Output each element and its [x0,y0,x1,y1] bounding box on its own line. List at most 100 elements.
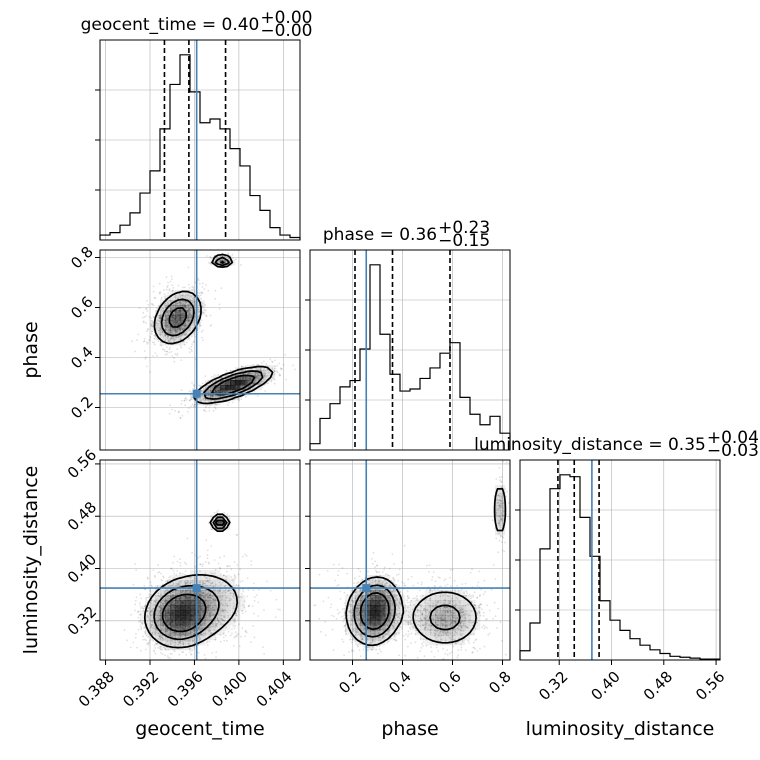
sample-point [142,311,145,314]
sample-point [214,403,217,406]
sample-point [217,562,220,565]
sample-point [143,350,146,352]
sample-point [123,629,126,632]
sample-point [168,348,171,351]
density-cell [165,630,171,636]
sample-point [430,650,433,653]
sample-point [207,399,210,402]
sample-point [169,325,172,328]
sample-point [226,513,229,516]
sample-point [352,649,355,652]
sample-point [188,351,191,354]
y-tick-label: 0.40 [64,550,100,586]
sample-point [184,305,186,308]
sample-point [154,334,157,337]
sample-point [189,326,192,329]
sample-point [164,313,167,316]
density-cell [220,590,226,596]
sample-point [177,335,180,338]
sample-point [134,603,137,606]
sample-point [161,348,164,350]
sample-point [179,327,182,330]
sample-point [138,602,141,604]
sample-point [237,377,239,380]
sample-point [147,328,150,330]
sample-point [190,313,193,316]
sample-point [166,353,169,355]
sample-point [358,575,361,578]
sample-point [172,320,175,323]
sample-point [197,651,200,654]
density-cell [165,615,171,621]
sample-point [202,398,205,400]
sample-point [267,382,270,384]
sample-point [184,570,187,572]
sample-point [490,588,493,591]
sample-point [187,308,190,311]
sample-point [198,384,201,387]
sample-point [270,380,273,383]
density-cell [220,595,226,601]
density-cell [170,605,176,611]
sample-point [279,608,281,611]
sample-point [143,340,146,342]
sample-point [182,300,185,303]
density-cell [190,615,196,621]
sample-point [240,365,243,368]
sample-point [192,341,195,344]
sample-point [342,640,345,643]
sample-point [257,373,259,376]
sample-point [183,286,186,289]
sample-point [176,330,178,333]
sample-point [201,382,204,385]
sample-point [183,343,186,346]
sample-point [241,580,244,582]
sample-point [235,634,238,636]
sample-point [273,373,276,376]
density-cell [220,615,226,621]
sample-point [229,634,232,637]
sample-point [169,280,172,283]
density-cell [225,590,231,596]
sample-point [226,639,228,642]
sample-point [148,593,151,596]
sample-point [206,557,209,560]
sample-point [142,340,145,343]
sample-point [378,571,381,574]
sample-point [240,264,242,266]
sample-point [170,337,173,340]
sample-point [149,339,151,342]
sample-point [504,541,506,544]
sample-point [204,398,207,401]
sample-point [234,367,237,369]
sample-point [200,330,203,333]
sample-point [240,370,243,372]
sample-point [225,369,228,372]
sample-point [177,297,179,300]
sample-point [180,320,183,323]
density-cell [225,625,231,631]
sample-point [341,567,344,569]
sample-point [168,331,171,334]
density-cell [215,590,221,596]
sample-point [197,279,200,281]
sample-point [142,635,144,638]
sample-point [232,625,235,627]
density-cell [190,620,196,626]
sample-point [199,321,201,324]
sample-point [209,262,212,265]
sample-point [159,291,162,294]
sample-point [201,565,204,567]
density-cell [220,600,226,606]
sample-point [176,352,179,355]
sample-point [145,322,148,324]
sample-point [179,345,182,347]
density-cell [210,600,216,606]
sample-point [406,599,409,602]
sample-point [161,653,164,655]
density-cell [165,640,171,646]
sample-point [226,403,229,406]
sample-point [208,406,211,409]
sample-point [259,369,262,371]
sample-point [204,561,207,563]
